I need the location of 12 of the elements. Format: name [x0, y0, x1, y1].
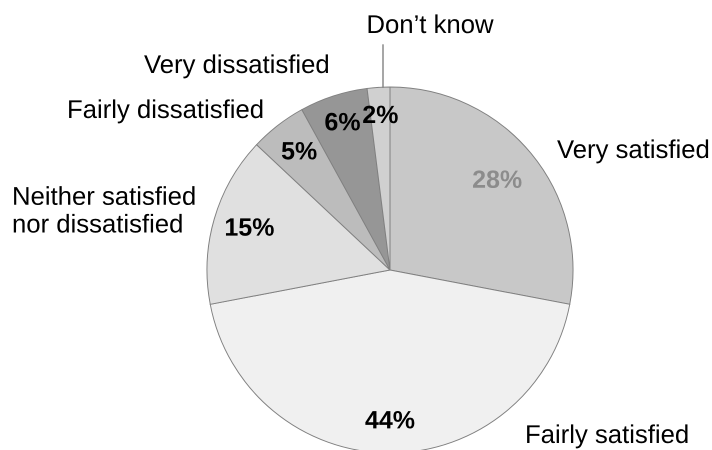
data-label: 15%: [226, 218, 274, 236]
slice-label: Very satisfied: [557, 139, 708, 164]
slice-label: Don’t know: [368, 14, 494, 34]
data-label: 6%: [325, 112, 360, 131]
data-label: 28%: [473, 170, 522, 188]
slice-label: Very dissatisfied: [144, 54, 328, 78]
slice-label: Neither satisfied nor dissatisfied: [14, 186, 195, 233]
data-label: 5%: [282, 142, 317, 160]
slice-label: Fairly dissatisfied: [69, 99, 262, 124]
data-label: 2%: [363, 106, 398, 124]
data-label: 44%: [365, 410, 414, 429]
slice-label: Fairly satisfied: [527, 424, 688, 448]
